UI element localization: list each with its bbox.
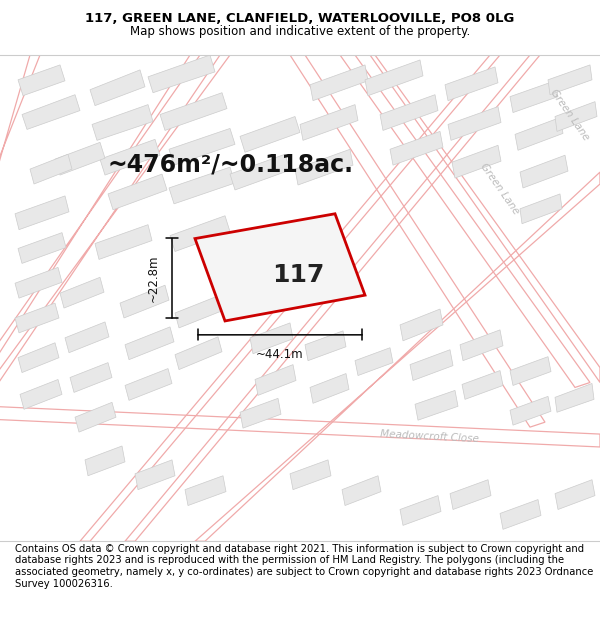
Polygon shape — [520, 155, 568, 188]
Polygon shape — [342, 476, 381, 506]
Polygon shape — [108, 174, 167, 210]
Polygon shape — [310, 65, 368, 101]
Polygon shape — [185, 476, 226, 506]
Text: 117: 117 — [272, 263, 324, 287]
Polygon shape — [18, 342, 59, 372]
Polygon shape — [555, 384, 594, 412]
Text: ~476m²/~0.118ac.: ~476m²/~0.118ac. — [107, 152, 353, 176]
Polygon shape — [22, 95, 80, 129]
Polygon shape — [75, 402, 116, 432]
Polygon shape — [290, 460, 331, 489]
Polygon shape — [462, 371, 503, 399]
Polygon shape — [65, 322, 109, 352]
Polygon shape — [15, 268, 62, 298]
Polygon shape — [410, 350, 453, 381]
Text: ~44.1m: ~44.1m — [256, 348, 304, 361]
Polygon shape — [365, 60, 423, 96]
Polygon shape — [20, 379, 62, 409]
Polygon shape — [175, 337, 222, 369]
Polygon shape — [415, 391, 458, 420]
Text: Green Lane: Green Lane — [548, 87, 592, 142]
Polygon shape — [90, 70, 145, 106]
Polygon shape — [18, 232, 66, 263]
Polygon shape — [510, 357, 551, 386]
Polygon shape — [95, 225, 152, 259]
Polygon shape — [380, 95, 438, 131]
Polygon shape — [510, 81, 558, 112]
Polygon shape — [300, 104, 358, 141]
Polygon shape — [15, 196, 69, 229]
Polygon shape — [460, 330, 503, 361]
Polygon shape — [295, 149, 353, 185]
Polygon shape — [305, 331, 346, 361]
Polygon shape — [55, 142, 105, 175]
Polygon shape — [445, 67, 498, 101]
Text: Map shows position and indicative extent of the property.: Map shows position and indicative extent… — [130, 26, 470, 39]
Polygon shape — [169, 167, 235, 204]
Polygon shape — [520, 194, 562, 224]
Polygon shape — [555, 480, 595, 509]
Polygon shape — [18, 65, 65, 96]
Polygon shape — [125, 327, 174, 359]
Polygon shape — [452, 145, 501, 178]
Polygon shape — [175, 295, 224, 328]
Polygon shape — [515, 118, 563, 150]
Polygon shape — [355, 348, 393, 376]
Polygon shape — [15, 303, 59, 333]
Text: Contains OS data © Crown copyright and database right 2021. This information is : Contains OS data © Crown copyright and d… — [15, 544, 593, 589]
Polygon shape — [240, 398, 281, 428]
Polygon shape — [500, 499, 541, 529]
Polygon shape — [400, 496, 441, 526]
Polygon shape — [448, 107, 501, 141]
Polygon shape — [548, 65, 592, 95]
Text: Green Lane: Green Lane — [479, 161, 521, 216]
Polygon shape — [255, 364, 296, 396]
Polygon shape — [240, 116, 300, 152]
Polygon shape — [125, 369, 172, 401]
Text: Meadowcroft Close: Meadowcroft Close — [380, 429, 479, 444]
Polygon shape — [70, 362, 112, 392]
Text: ~22.8m: ~22.8m — [147, 254, 160, 302]
Polygon shape — [555, 102, 597, 131]
Polygon shape — [30, 154, 72, 184]
Polygon shape — [310, 374, 349, 403]
Text: 117, GREEN LANE, CLANFIELD, WATERLOOVILLE, PO8 0LG: 117, GREEN LANE, CLANFIELD, WATERLOOVILL… — [85, 12, 515, 25]
Polygon shape — [450, 480, 491, 509]
Polygon shape — [92, 104, 153, 141]
Polygon shape — [160, 92, 227, 131]
Polygon shape — [135, 460, 175, 489]
Polygon shape — [60, 278, 104, 308]
Polygon shape — [390, 131, 443, 165]
Polygon shape — [195, 214, 365, 321]
Polygon shape — [148, 55, 215, 92]
Polygon shape — [250, 323, 293, 354]
Polygon shape — [100, 139, 160, 175]
Polygon shape — [400, 309, 443, 341]
Polygon shape — [169, 128, 235, 165]
Polygon shape — [230, 154, 290, 190]
Polygon shape — [510, 396, 551, 425]
Polygon shape — [85, 446, 125, 476]
Polygon shape — [120, 285, 169, 318]
Polygon shape — [170, 216, 230, 251]
